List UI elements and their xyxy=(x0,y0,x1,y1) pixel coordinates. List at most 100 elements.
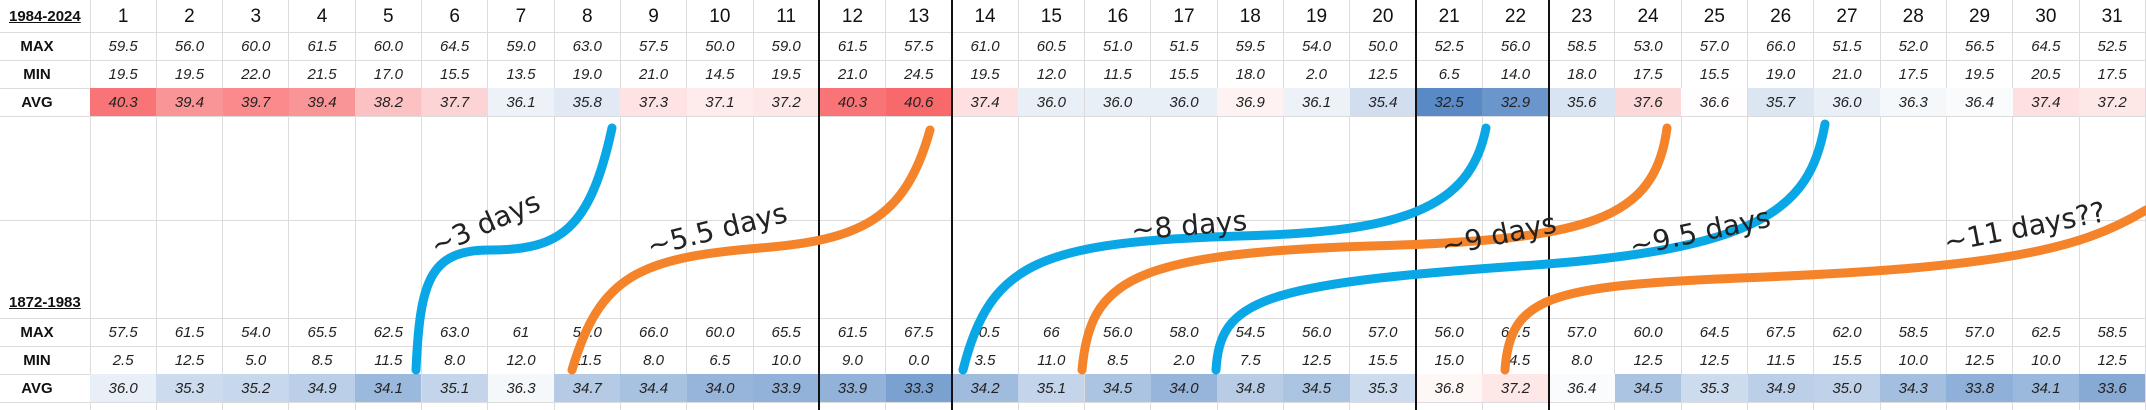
cell-historic-avg: 34.8 xyxy=(1217,374,1284,402)
cell-recent-min: 19.5 xyxy=(108,65,138,83)
cell-historic-min: 11.5 xyxy=(374,351,403,369)
cell-recent-min: 18.0 xyxy=(1235,65,1265,83)
cell-recent-min: 19.5 xyxy=(771,65,801,83)
cell-historic-avg: 36.0 xyxy=(90,374,157,402)
day-header: 28 xyxy=(1902,6,1924,27)
cell-recent-max: 52.5 xyxy=(2097,37,2127,55)
cell-recent-min: 17.5 xyxy=(2097,65,2127,83)
cell-recent-min: 18.0 xyxy=(1567,65,1597,83)
day-header: 5 xyxy=(383,6,394,27)
cell-recent-avg: 36.1 xyxy=(1283,88,1350,116)
cell-recent-avg: 36.1 xyxy=(487,88,555,116)
shift-annotation-label: ~8 days xyxy=(1130,204,1249,247)
cell-historic-avg: 33.9 xyxy=(819,374,886,402)
cell-historic-max: 57.0 xyxy=(1567,323,1597,341)
shift-annotation-label: ~9.5 days xyxy=(1627,201,1774,263)
day-header: 9 xyxy=(648,6,659,27)
cell-recent-min: 15.5 xyxy=(440,65,470,83)
cell-historic-avg: 34.3 xyxy=(1880,374,1947,402)
gridline-horizontal xyxy=(0,116,2146,117)
cell-recent-min: 24.5 xyxy=(904,65,934,83)
cell-historic-min: 12.5 xyxy=(1301,351,1332,369)
row-label-min: MIN xyxy=(23,65,51,83)
cell-historic-min: 3.5 xyxy=(974,351,996,369)
cell-historic-max: 60.0 xyxy=(1633,323,1663,341)
cell-recent-max: 51.5 xyxy=(1169,37,1199,55)
cell-historic-max: 66.0 xyxy=(638,323,669,341)
cell-historic-avg: 34.9 xyxy=(288,374,356,402)
cell-recent-max: 59.0 xyxy=(506,37,536,55)
cell-recent-avg: 35.8 xyxy=(554,88,621,116)
cell-historic-avg: 35.3 xyxy=(156,374,223,402)
cell-recent-avg: 37.2 xyxy=(753,88,820,116)
cell-historic-min: 11.5 xyxy=(1766,351,1795,369)
cell-historic-max: 59.0 xyxy=(572,323,602,341)
cell-recent-avg: 36.9 xyxy=(1217,88,1284,116)
cell-historic-min: 7.5 xyxy=(1239,351,1261,369)
cell-recent-max: 59.0 xyxy=(771,37,801,55)
cell-historic-min: 12.5 xyxy=(2097,351,2127,369)
day-header: 6 xyxy=(449,6,460,27)
cell-recent-min: 21.0 xyxy=(1832,65,1862,83)
cell-historic-min: 2.0 xyxy=(1173,351,1195,369)
cell-historic-min: 10.0 xyxy=(1898,351,1928,369)
cell-recent-max: 59.5 xyxy=(1235,37,1265,55)
cell-recent-max: 60.0 xyxy=(373,37,403,55)
cell-recent-min: 19.5 xyxy=(970,65,1000,83)
cell-historic-avg: 35.1 xyxy=(1018,374,1085,402)
cell-recent-max: 60.5 xyxy=(1036,37,1066,55)
cell-historic-min: 8.5 xyxy=(1107,351,1129,369)
cell-recent-avg: 40.6 xyxy=(885,88,952,116)
cell-recent-max: 59.5 xyxy=(108,37,138,55)
cell-recent-max: 53.0 xyxy=(1633,37,1663,55)
cell-historic-avg: 34.5 xyxy=(1283,374,1350,402)
cell-recent-max: 54.0 xyxy=(1301,37,1332,55)
cell-historic-min: 15.5 xyxy=(1368,351,1398,369)
cell-historic-min: 12.0 xyxy=(506,351,536,369)
cell-historic-min: 12.5 xyxy=(174,351,205,369)
cell-historic-max: 67.5 xyxy=(1766,323,1796,341)
cell-recent-max: 56.0 xyxy=(1500,37,1531,55)
cell-recent-avg: 37.7 xyxy=(421,88,488,116)
cell-recent-min: 19.0 xyxy=(572,65,602,83)
cell-recent-avg: 37.2 xyxy=(2079,88,2146,116)
cell-recent-max: 51.5 xyxy=(1832,37,1862,55)
gridline-vertical xyxy=(222,0,224,410)
cell-recent-max: 58.5 xyxy=(1567,37,1597,55)
cell-historic-min: 12.5 xyxy=(1964,351,1995,369)
gridline-vertical xyxy=(1945,0,1947,410)
cell-recent-max: 63.0 xyxy=(572,37,602,55)
cell-recent-min: 20.5 xyxy=(2031,65,2061,83)
day-header: 14 xyxy=(974,6,996,27)
cell-recent-avg: 32.5 xyxy=(1416,88,1483,116)
shift-annotation-label: ~3 days xyxy=(425,185,545,262)
cell-recent-max: 50.0 xyxy=(1368,37,1398,55)
cell-historic-avg: 34.0 xyxy=(686,374,753,402)
cell-recent-avg: 36.4 xyxy=(1946,88,2013,116)
gridline-vertical xyxy=(89,0,91,410)
cell-historic-min: 8.0 xyxy=(444,351,466,369)
row-label-avg: AVG xyxy=(21,93,53,111)
cell-recent-min: 22.0 xyxy=(241,65,271,83)
cell-historic-max: 66 xyxy=(1042,323,1060,341)
section-border xyxy=(818,0,821,410)
cell-historic-max: 61 xyxy=(512,323,530,341)
cell-historic-min: 6.5 xyxy=(709,351,731,369)
cell-historic-max: 58.5 xyxy=(1898,323,1928,341)
cell-recent-min: 13.5 xyxy=(506,65,536,83)
cell-recent-avg: 37.4 xyxy=(2012,88,2079,116)
cell-recent-min: 11.5 xyxy=(1103,65,1132,83)
cell-historic-avg: 35.3 xyxy=(1349,374,1416,402)
cell-historic-max: 62.5 xyxy=(373,323,403,341)
cell-historic-avg: 34.1 xyxy=(2012,374,2079,402)
cell-historic-max: 61.5 xyxy=(837,323,868,341)
cell-recent-avg: 39.4 xyxy=(288,88,356,116)
cell-historic-avg: 34.5 xyxy=(1084,374,1151,402)
cell-recent-max: 61.0 xyxy=(970,37,1000,55)
gridline-vertical xyxy=(2012,0,2014,410)
day-header: 17 xyxy=(1173,6,1195,27)
section-border xyxy=(1415,0,1417,410)
cell-recent-min: 21.5 xyxy=(307,65,337,83)
row-label-max: MAX xyxy=(20,323,54,341)
cell-historic-max: 61.5 xyxy=(174,323,205,341)
